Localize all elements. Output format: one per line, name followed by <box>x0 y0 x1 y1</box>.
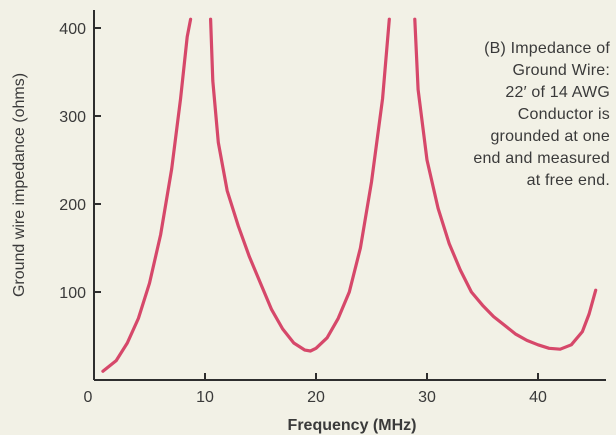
annotation-line: at free end. <box>526 172 610 189</box>
impedance-curve-segment <box>413 17 598 351</box>
y-tick-label: 300 <box>59 109 86 126</box>
annotation-line: Ground Wire: <box>512 62 610 79</box>
impedance-curve-segment <box>101 17 193 373</box>
x-tick-label: 30 <box>418 389 436 406</box>
axes <box>93 10 606 381</box>
annotation-line: end and measured <box>473 150 610 167</box>
y-axis-title: Ground wire impedance (ohms) <box>11 73 28 297</box>
y-tick-label: 400 <box>59 21 86 38</box>
y-tick-label: 200 <box>59 197 86 214</box>
annotation-line: grounded at one <box>490 128 610 145</box>
impedance-curve-segment <box>209 17 391 353</box>
chart-annotation: (B) Impedance of Ground Wire: 22′ of 14 AW… <box>420 38 610 192</box>
series <box>101 17 598 373</box>
x-tick-label: 0 <box>84 389 93 406</box>
x-tick-label: 10 <box>196 389 214 406</box>
annotation-line: (B) Impedance of <box>484 40 610 57</box>
annotation-line: Conductor is <box>517 106 610 123</box>
x-tick-label: 20 <box>307 389 325 406</box>
x-tick-label: 40 <box>529 389 547 406</box>
y-tick-label: 100 <box>59 285 86 302</box>
ticks <box>93 27 539 380</box>
annotation-line: 22′ of 14 AWG <box>505 84 610 101</box>
tick-labels: 0 10 20 30 40 100 200 300 400 <box>59 21 547 406</box>
x-axis-title: Frequency (MHz) <box>288 417 417 434</box>
